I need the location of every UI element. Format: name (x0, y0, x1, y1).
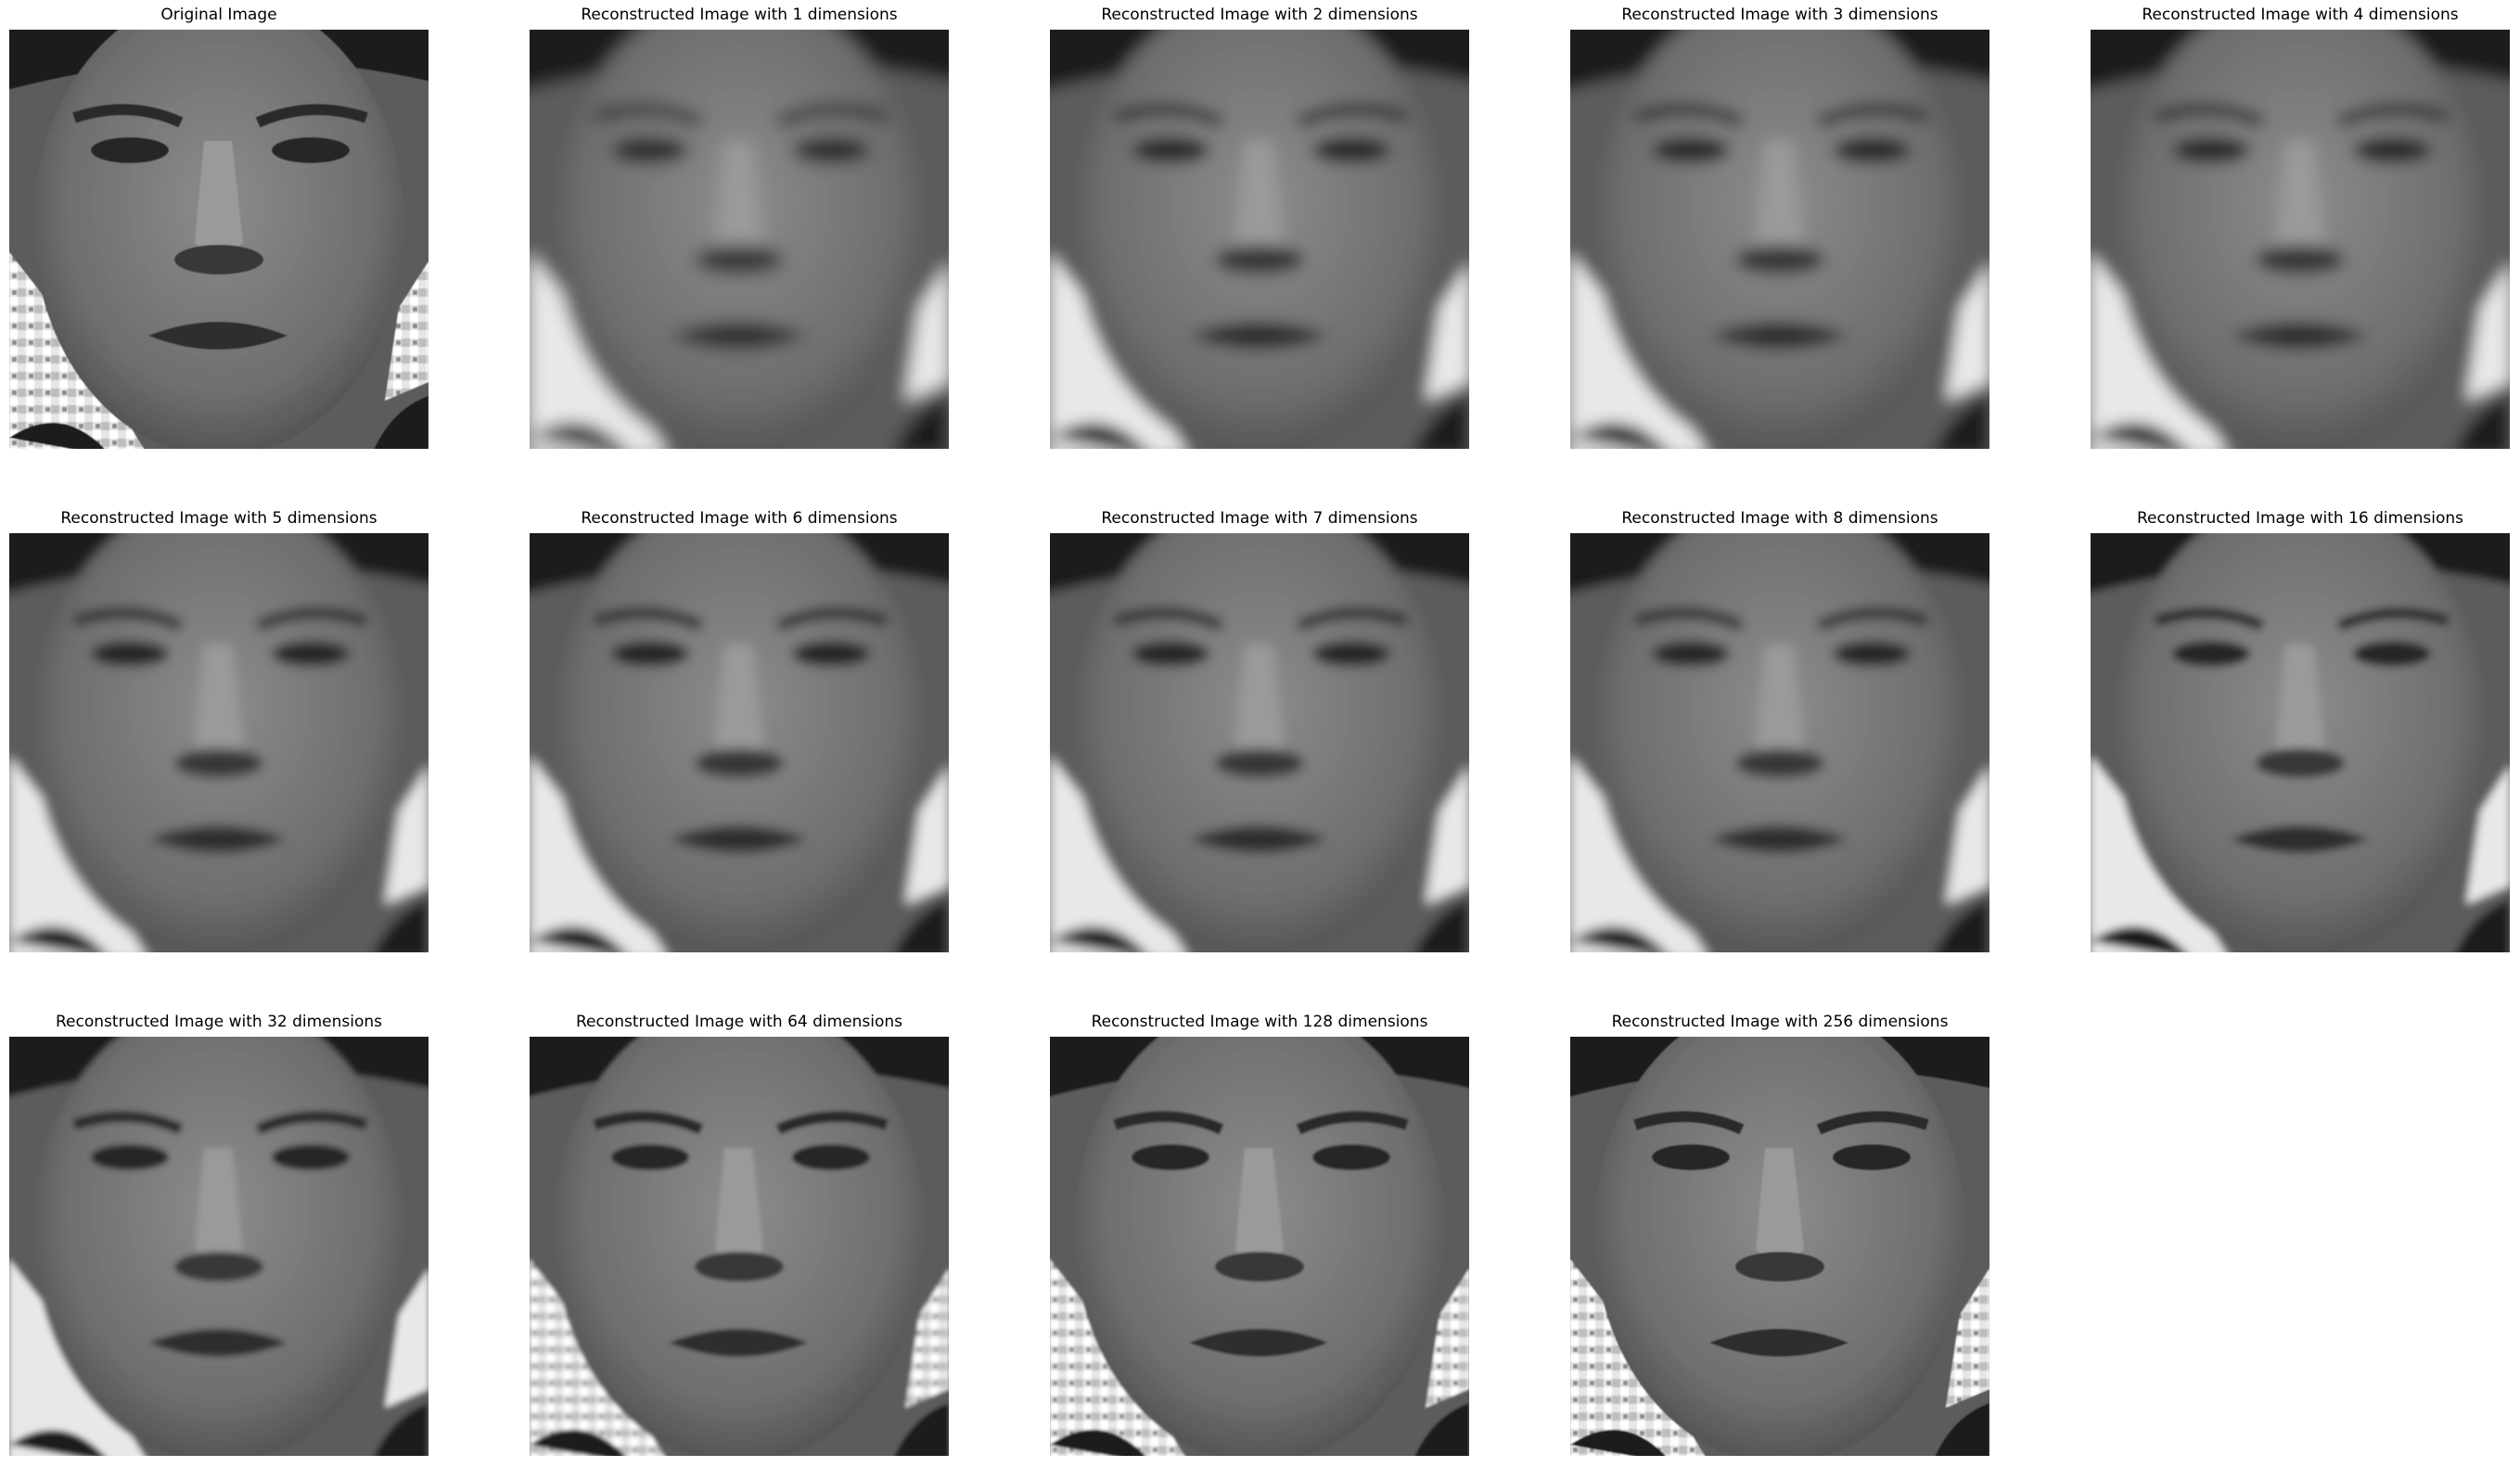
panel-title: Reconstructed Image with 128 dimensions (1091, 1013, 1428, 1031)
panel-title: Reconstructed Image with 7 dimensions (1101, 509, 1418, 528)
panel-title: Original Image (160, 6, 277, 24)
reconstructed-face-image (1050, 1037, 1469, 1456)
reconstructed-face-image (1570, 533, 1989, 952)
panel-title: Reconstructed Image with 8 dimensions (1621, 509, 1938, 528)
reconstructed-face-image (1050, 533, 1469, 952)
reconstructed-face-image (2091, 30, 2510, 449)
panel-title: Reconstructed Image with 16 dimensions (2136, 509, 2464, 528)
reconstructed-face-image (9, 533, 429, 952)
panel-title: Reconstructed Image with 3 dimensions (1621, 6, 1938, 24)
reconstructed-face-image (530, 30, 949, 449)
reconstructed-face-image (530, 533, 949, 952)
reconstructed-face-image (530, 1037, 949, 1456)
panel-title: Reconstructed Image with 32 dimensions (55, 1013, 383, 1031)
reconstructed-face-image (1570, 1037, 1989, 1456)
panel-title: Reconstructed Image with 5 dimensions (60, 509, 377, 528)
reconstructed-face-image (2091, 533, 2510, 952)
panel-title: Reconstructed Image with 256 dimensions (1611, 1013, 1949, 1031)
panel-title: Reconstructed Image with 2 dimensions (1101, 6, 1418, 24)
reconstructed-face-image (9, 1037, 429, 1456)
panel-title: Reconstructed Image with 64 dimensions (575, 1013, 903, 1031)
panel-title: Reconstructed Image with 1 dimensions (581, 6, 898, 24)
reconstructed-face-image (1050, 30, 1469, 449)
reconstructed-face-image (1570, 30, 1989, 449)
panel-title: Reconstructed Image with 4 dimensions (2142, 6, 2459, 24)
original-face-image (9, 30, 429, 449)
panel-title: Reconstructed Image with 6 dimensions (581, 509, 898, 528)
